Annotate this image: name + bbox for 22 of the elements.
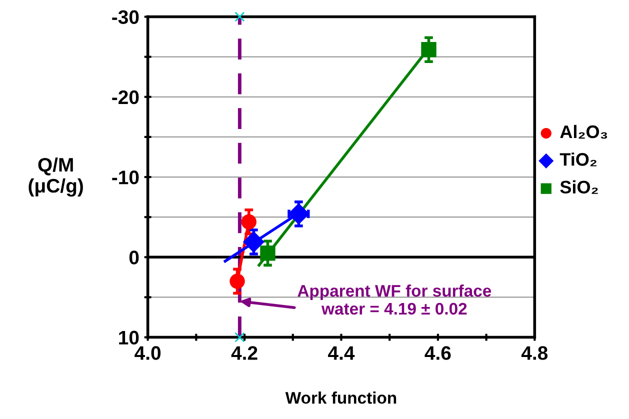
y-tick-label: -30 (112, 10, 139, 24)
point (234, 12, 245, 22)
legend-label: SiO₂ (560, 180, 598, 194)
y-axis-title: Q/M (μC/g) (28, 157, 83, 197)
x-tick-label: 4.6 (424, 346, 451, 360)
x-tick-label: 4.4 (328, 346, 355, 360)
annotation: Apparent WF for surface water = 4.19 ± 0.02 (298, 284, 492, 315)
y-tick-label: -20 (112, 90, 139, 104)
y-tick-label: 10 (119, 330, 139, 345)
x-axis-title: Work function (285, 392, 396, 404)
x-tick-label: 4.0 (134, 346, 161, 360)
y-tick-label: 0 (129, 250, 139, 264)
x-tick-label: 4.8 (521, 346, 548, 360)
y-tick-label: -10 (112, 170, 139, 184)
legend-label: TiO₂ (560, 152, 597, 166)
point (242, 231, 264, 253)
x-tick-label: 4.2 (231, 346, 258, 360)
point (230, 274, 245, 289)
point (260, 246, 276, 261)
legend-label: Al₂O₃ (560, 124, 608, 139)
point (234, 332, 245, 342)
point (421, 42, 436, 58)
